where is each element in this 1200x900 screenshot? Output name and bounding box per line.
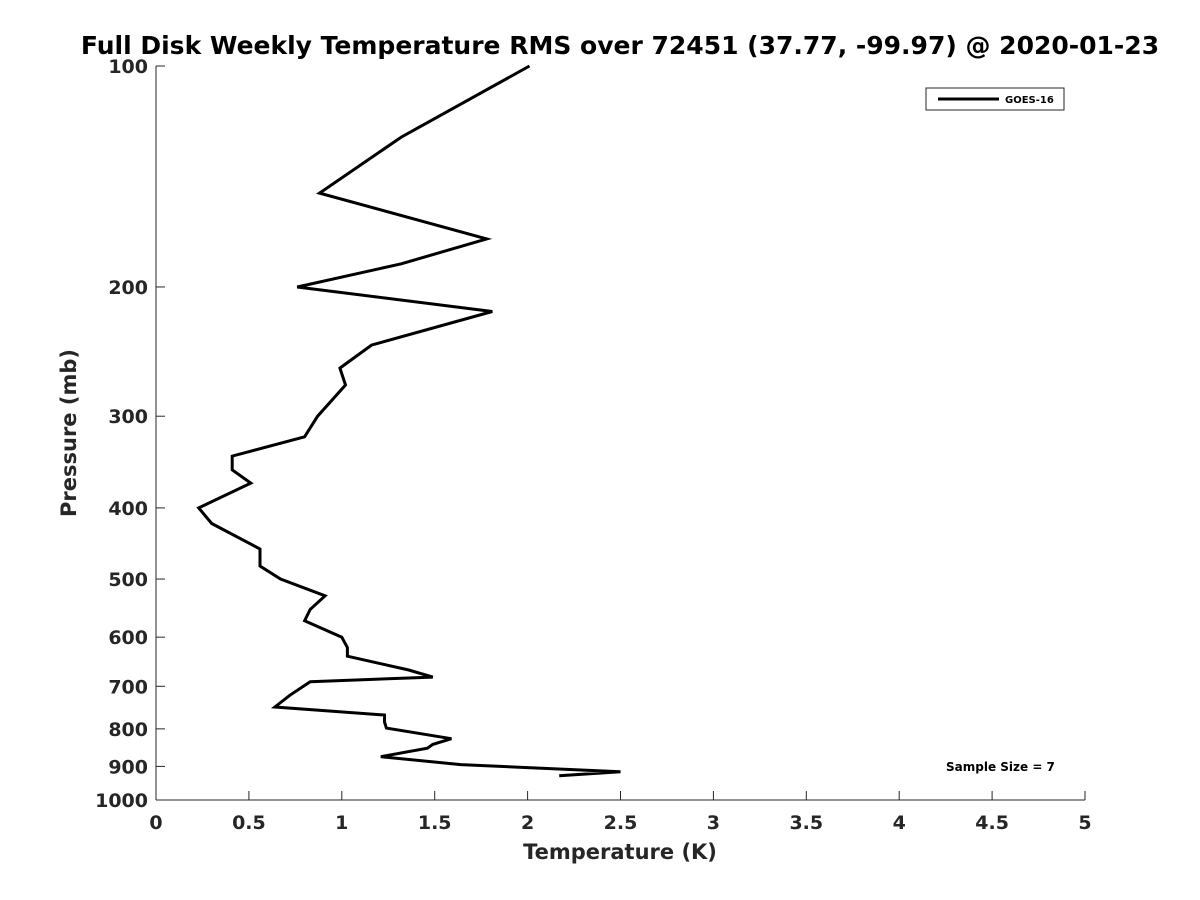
- legend-label-goes-16: GOES-16: [1005, 95, 1054, 106]
- x-tick-label: 1.5: [418, 812, 452, 834]
- sample-size-annotation: Sample Size = 7: [946, 760, 1055, 774]
- y-tick-label: 200: [108, 277, 148, 299]
- x-tick-label: 2: [521, 812, 534, 834]
- y-tick-label: 300: [108, 406, 148, 428]
- x-tick-label: 0: [149, 812, 162, 834]
- y-tick-label: 700: [108, 676, 148, 698]
- y-axis-label: Pressure (mb): [57, 349, 81, 517]
- y-tick-label: 100: [108, 56, 148, 78]
- x-axis-label: Temperature (K): [523, 840, 717, 864]
- series-layer: [196, 64, 621, 778]
- series-line-goes-16: [196, 64, 621, 778]
- x-tick-label: 1: [335, 812, 348, 834]
- x-tick-label: 3: [707, 812, 720, 834]
- x-tick-label: 4.5: [975, 812, 1009, 834]
- x-tick-label: 3.5: [789, 812, 823, 834]
- x-tick-label: 2.5: [604, 812, 638, 834]
- x-tick-label: 5: [1078, 812, 1091, 834]
- y-tick-label: 400: [108, 498, 148, 520]
- y-tick-label: 1000: [95, 790, 148, 812]
- x-ticks: 0 0.5 1 1.5 2 2.5 3 3.5 4 4.5 5: [149, 791, 1092, 834]
- x-tick-label: 4: [893, 812, 906, 834]
- chart-title: Full Disk Weekly Temperature RMS over 72…: [81, 31, 1159, 60]
- y-tick-label: 900: [108, 756, 148, 778]
- y-tick-label: 600: [108, 627, 148, 649]
- y-ticks: 100 200 300 400 500 600 700 800 900 1000: [95, 56, 165, 812]
- legend: GOES-16: [925, 87, 1065, 111]
- y-tick-label: 800: [108, 719, 148, 741]
- x-tick-label: 0.5: [232, 812, 266, 834]
- y-tick-label: 500: [108, 569, 148, 591]
